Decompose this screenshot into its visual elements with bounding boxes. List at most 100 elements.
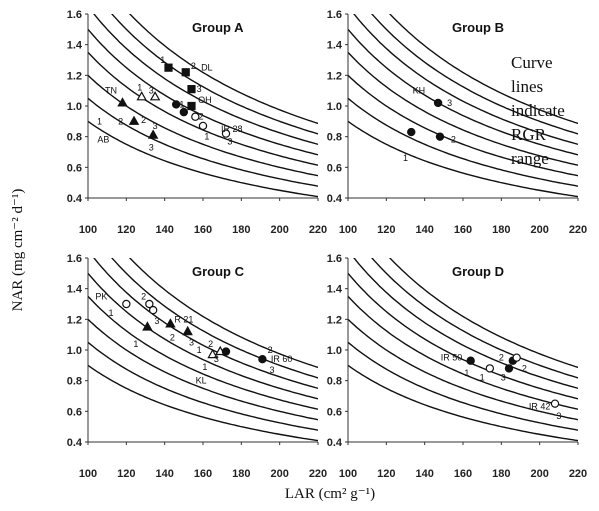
point-annotation: 2 <box>191 61 196 71</box>
point-annotation: IR 50 <box>441 353 463 363</box>
rgr-curve <box>88 295 318 410</box>
x-tick-label: 220 <box>309 224 327 236</box>
rgr-curve <box>348 97 578 187</box>
y-axis-label: NAR (mg cm⁻² d⁻¹) <box>10 189 26 312</box>
data-point <box>407 127 416 137</box>
data-point <box>128 115 140 125</box>
point-annotation: 1 <box>464 368 469 378</box>
point-annotation: R 21 <box>174 314 193 324</box>
x-tick-label: 120 <box>377 468 395 480</box>
rgr-curve <box>88 120 318 198</box>
y-tick-label: 1.0 <box>327 345 342 357</box>
rgr-curve <box>88 272 318 400</box>
point-annotation: PK <box>95 291 107 301</box>
point-annotation: 1 <box>108 308 113 318</box>
x-tick-label: 180 <box>232 468 250 480</box>
point-annotation: OH <box>198 95 212 105</box>
x-tick-label: 140 <box>415 468 433 480</box>
x-tick-label: 120 <box>117 224 135 236</box>
panel-1: 0.4 0.6 0.8 1.0 1.2 1.4 1.6 100 120 140 160 180 200 2… <box>67 9 327 236</box>
y-tick-label: 0.8 <box>327 132 342 144</box>
y-tick-label: 1.6 <box>327 9 342 21</box>
y-tick-label: 0.4 <box>327 437 343 449</box>
data-point <box>148 305 158 315</box>
y-tick-label: 1.4 <box>327 284 343 296</box>
y-tick-label: 1.0 <box>67 101 82 113</box>
x-tick-label: 220 <box>569 468 587 480</box>
point-annotation: 1 <box>204 132 209 142</box>
y-tick-label: 0.4 <box>67 193 83 205</box>
y-tick-label: 0.4 <box>327 193 343 205</box>
point-annotation: IR 42 <box>529 402 551 412</box>
rgr-curve <box>353 258 578 389</box>
x-tick-label: 180 <box>232 224 250 236</box>
y-tick-label: 1.4 <box>67 284 83 296</box>
point-annotation: 1 <box>197 345 202 355</box>
data-point <box>258 355 267 364</box>
x-tick-label: 200 <box>270 468 288 480</box>
data-point <box>550 399 560 408</box>
x-tick-label: 120 <box>377 224 395 236</box>
panel-2: 0.4 0.6 0.8 1.0 1.2 1.4 1.6 100 120 140 160 180 200 2… <box>327 9 587 236</box>
y-tick-label: 0.8 <box>67 376 82 388</box>
point-annotation: 2 <box>141 115 146 125</box>
panel-title: Group D <box>452 264 504 279</box>
point-annotation: 1 <box>480 373 485 383</box>
x-axis-label: LAR (cm² g⁻¹) <box>285 486 375 502</box>
x-tick-label: 180 <box>492 468 510 480</box>
y-tick-label: 1.6 <box>67 9 82 21</box>
x-tick-label: 160 <box>194 468 212 480</box>
rgr-curve <box>371 258 578 379</box>
rgr-curve <box>348 120 578 198</box>
y-tick-label: 1.2 <box>327 70 342 82</box>
data-point <box>191 112 200 121</box>
point-annotation: IR 60 <box>271 354 293 364</box>
point-annotation: 2 <box>199 112 204 122</box>
y-tick-label: 0.4 <box>67 437 83 449</box>
point-annotation: DL <box>201 63 213 73</box>
rgr-curve <box>348 295 578 410</box>
rgr-curve <box>348 74 578 177</box>
y-tick-label: 1.4 <box>327 40 343 52</box>
data-point <box>164 63 173 72</box>
rgr-curve <box>88 364 318 442</box>
rgr-curve <box>348 364 578 442</box>
point-annotation: 1 <box>97 116 102 126</box>
point-annotation: 3 <box>214 354 219 364</box>
rgr-curve <box>88 341 318 431</box>
rgr-curves <box>348 14 578 198</box>
point-annotation: KL <box>196 376 207 386</box>
y-tick-label: 0.8 <box>67 132 82 144</box>
data-point <box>182 325 193 336</box>
data-point <box>122 299 131 309</box>
data-point <box>221 347 231 356</box>
point-annotation: 3 <box>269 365 274 375</box>
data-point <box>466 356 475 365</box>
point-annotation: KH <box>413 86 426 96</box>
data-point <box>145 299 154 309</box>
y-tick-label: 1.6 <box>327 253 342 265</box>
data-point <box>179 107 189 117</box>
point-annotation: 3 <box>197 84 202 94</box>
rgr-curve <box>348 28 578 156</box>
data-point <box>221 129 231 138</box>
rgr-curve <box>93 258 318 389</box>
rgr-curve <box>348 272 578 400</box>
data-point <box>435 132 445 141</box>
x-tick-label: 100 <box>79 224 97 236</box>
y-tick-label: 0.6 <box>327 406 342 418</box>
point-annotation: 3 <box>149 142 154 152</box>
data-point <box>433 98 443 108</box>
x-tick-label: 100 <box>339 468 357 480</box>
point-annotation: 3 <box>556 411 561 421</box>
x-tick-label: 180 <box>492 224 510 236</box>
point-annotation: 1 <box>137 83 142 93</box>
point-annotation: 3 <box>154 316 159 326</box>
rgr-curve <box>88 97 318 187</box>
curve-note-line: indicate <box>511 101 565 120</box>
curve-note-line: Curve <box>511 53 553 72</box>
curve-note-line: lines <box>511 77 543 96</box>
point-annotation: 2 <box>451 135 456 145</box>
data-point <box>512 353 521 362</box>
data-point <box>187 85 196 94</box>
